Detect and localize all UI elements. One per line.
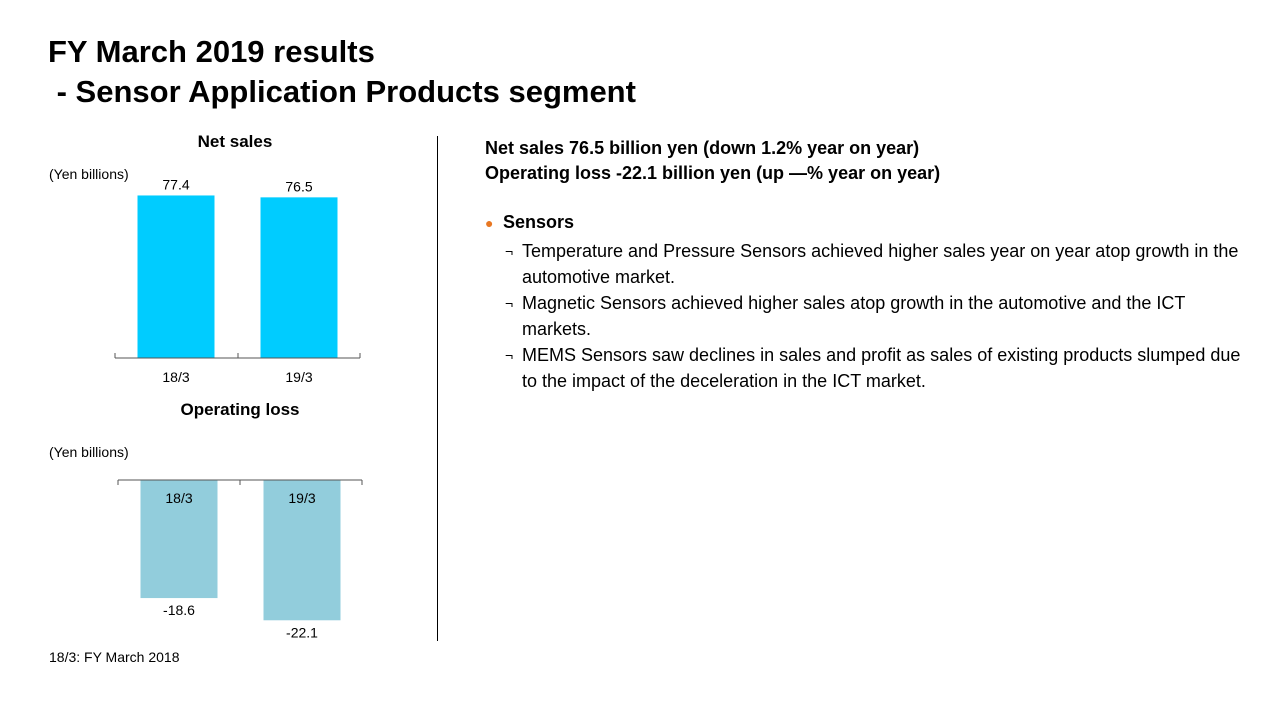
data-label: -18.6 — [163, 602, 195, 618]
list-marker-icon: ¬ — [505, 347, 514, 363]
summary-operating-loss: Operating loss -22.1 billion yen (up —% … — [485, 163, 941, 183]
data-label: -22.1 — [286, 624, 318, 640]
operating-loss-unit-label: (Yen billions) — [49, 444, 129, 460]
summary-net-sales: Net sales 76.5 billion yen (down 1.2% ye… — [485, 138, 920, 158]
vertical-divider — [437, 136, 438, 641]
x-tick-label: 19/3 — [285, 369, 312, 385]
list-item-text: MEMS Sensors saw declines in sales and p… — [522, 345, 1241, 391]
net-sales-unit-label: (Yen billions) — [49, 166, 129, 182]
title-line-2: - Sensor Application Products segment — [48, 74, 636, 109]
bar — [263, 480, 341, 621]
net-sales-chart-title: Net sales — [197, 132, 273, 151]
data-label: 77.4 — [162, 176, 189, 192]
list-item: ¬ Magnetic Sensors achieved higher sales… — [505, 290, 1245, 342]
page-title: FY March 2019 results - Sensor Applicati… — [48, 32, 636, 112]
list-item-text: Magnetic Sensors achieved higher sales a… — [522, 293, 1186, 339]
list-marker-icon: ¬ — [505, 295, 514, 311]
summary: Net sales 76.5 billion yen (down 1.2% ye… — [485, 136, 940, 186]
list-marker-icon: ¬ — [505, 243, 514, 259]
operating-loss-chart: -18.6 18/3 -22.1 19/3 — [117, 479, 363, 640]
title-line-1: FY March 2019 results — [48, 34, 375, 69]
bullet-list: ¬ Temperature and Pressure Sensors achie… — [505, 238, 1245, 394]
x-tick-label: 18/3 — [162, 369, 189, 385]
list-item-text: Temperature and Pressure Sensors achieve… — [522, 241, 1239, 287]
list-item: ¬ Temperature and Pressure Sensors achie… — [505, 238, 1245, 290]
x-tick-label: 18/3 — [165, 490, 192, 506]
section-heading-label: Sensors — [503, 212, 575, 232]
net-sales-chart: 77.4 18/3 76.5 19/3 — [114, 176, 361, 385]
bar — [260, 197, 338, 358]
x-tick-label: 19/3 — [288, 490, 315, 506]
footnote: 18/3: FY March 2018 — [49, 649, 180, 665]
bar — [137, 195, 215, 358]
section-heading: ● Sensors — [485, 212, 574, 233]
bar — [140, 480, 218, 599]
list-item: ¬ MEMS Sensors saw declines in sales and… — [505, 342, 1245, 394]
operating-loss-chart-title: Operating loss — [180, 400, 300, 419]
data-label: 76.5 — [285, 178, 312, 194]
bullet-icon: ● — [485, 215, 494, 231]
